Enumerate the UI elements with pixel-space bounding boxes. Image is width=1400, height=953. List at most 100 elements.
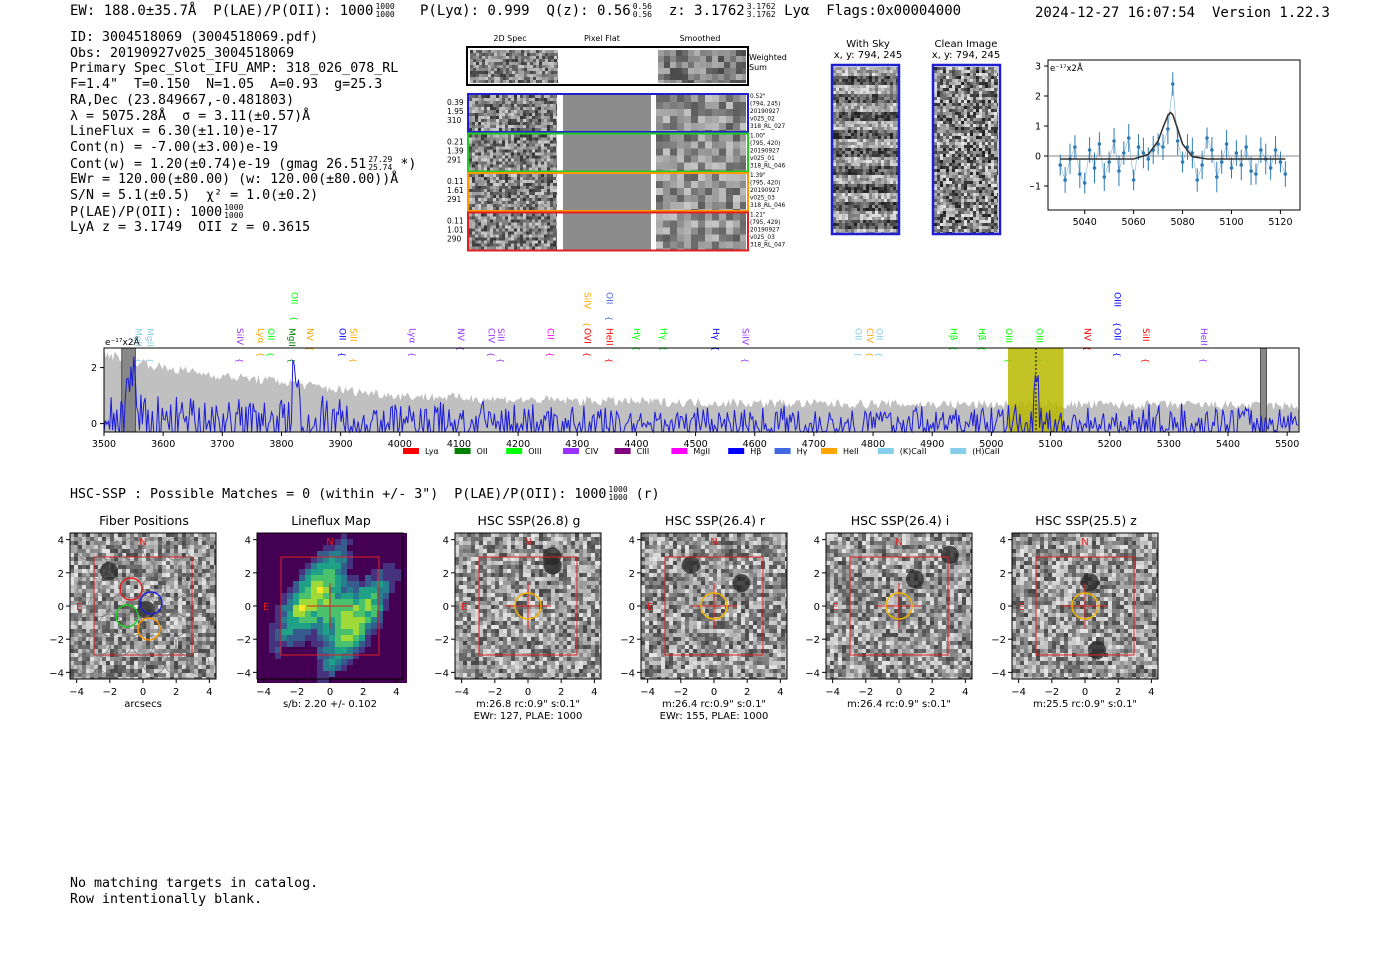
pixel	[988, 88, 991, 91]
pixel	[857, 184, 860, 187]
pixel	[949, 85, 952, 88]
pixel	[535, 164, 538, 168]
pixel	[733, 148, 740, 156]
pixel	[535, 140, 538, 144]
pixel	[881, 82, 884, 85]
pixel	[896, 112, 899, 115]
pixel	[985, 124, 988, 127]
pixel	[848, 142, 851, 145]
pixel	[533, 53, 536, 56]
pixel	[547, 207, 550, 210]
pixel	[943, 208, 946, 211]
pixel	[542, 62, 545, 65]
pixel	[952, 124, 955, 127]
pixel	[976, 142, 979, 145]
pixel	[848, 82, 851, 85]
pixel	[663, 195, 670, 202]
pixel	[503, 53, 506, 56]
pixel	[896, 67, 899, 70]
line-marker: OII{	[289, 292, 299, 321]
pixel	[511, 167, 514, 171]
pixel	[952, 100, 955, 103]
pixel	[937, 79, 940, 82]
pixel	[496, 174, 499, 177]
pixel	[982, 199, 985, 202]
pixel	[684, 209, 691, 210]
pixel	[505, 192, 508, 195]
pixel	[970, 229, 973, 232]
pixel	[940, 229, 943, 232]
pixel	[848, 229, 851, 232]
pixel	[875, 160, 878, 163]
pixel	[553, 167, 556, 171]
pixel	[997, 82, 998, 85]
pixel	[684, 248, 691, 250]
pixel	[475, 207, 478, 210]
pixel	[890, 88, 893, 91]
pixel	[517, 113, 520, 116]
pixel	[490, 149, 493, 153]
pixel	[985, 121, 988, 124]
pixel	[940, 211, 943, 214]
pixel	[556, 207, 557, 210]
pixel	[970, 226, 973, 229]
pixel	[833, 70, 836, 73]
pixel	[664, 50, 670, 56]
pixel	[523, 225, 526, 229]
pixel	[857, 67, 860, 70]
pixel	[884, 190, 887, 193]
pixel	[529, 98, 532, 101]
pixel	[872, 184, 875, 187]
pixel	[940, 115, 943, 118]
pixel	[985, 223, 988, 226]
pixel	[499, 231, 502, 235]
pixel	[893, 160, 896, 163]
pixel	[937, 175, 940, 178]
pixel	[842, 151, 845, 154]
pixel	[524, 50, 527, 53]
pixel	[890, 226, 893, 229]
pixel	[478, 246, 481, 250]
pixel	[946, 193, 949, 196]
pixel	[860, 109, 863, 112]
pixel	[896, 70, 899, 73]
pixel	[952, 130, 955, 133]
pixel	[872, 136, 875, 139]
pixel	[884, 67, 887, 70]
pixel	[878, 103, 881, 106]
pixel	[839, 226, 842, 229]
pixel	[973, 91, 976, 94]
pixel	[869, 67, 872, 70]
pixel	[556, 237, 557, 241]
pixel	[839, 103, 842, 106]
pixel	[547, 189, 550, 192]
pixel	[842, 157, 845, 160]
pixel	[472, 122, 475, 125]
pixel	[890, 196, 893, 199]
pixel	[482, 80, 485, 83]
pixel	[946, 190, 949, 193]
pixel	[538, 143, 541, 147]
pixel	[946, 202, 949, 205]
pixel	[967, 73, 970, 76]
pixel	[538, 140, 541, 144]
pixel	[854, 214, 857, 217]
pixel	[881, 202, 884, 205]
pixel	[656, 148, 663, 156]
pixel	[478, 174, 481, 177]
pixel	[556, 95, 557, 98]
pixel	[496, 119, 499, 122]
pixel	[985, 181, 988, 184]
pixel	[491, 62, 494, 65]
info-primary: Primary Spec_Slot_IFU_AMP: 318_026_078_R…	[70, 61, 399, 77]
pixel	[997, 148, 998, 151]
zoom-xtick-label: 5100	[1219, 217, 1243, 228]
pixel	[985, 220, 988, 223]
pixel	[872, 133, 875, 136]
pixel	[472, 225, 475, 229]
pixel	[973, 70, 976, 73]
pixel	[863, 166, 866, 169]
pixel	[887, 217, 890, 220]
pixel	[839, 163, 842, 166]
pixel	[869, 220, 872, 223]
